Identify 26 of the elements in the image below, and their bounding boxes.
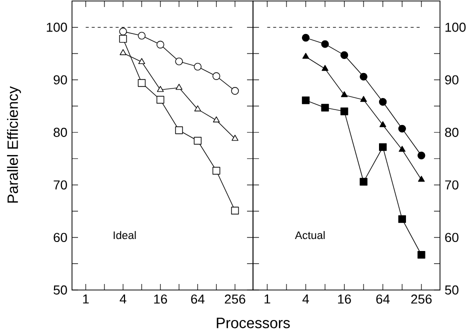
y-tick-label: 90	[445, 75, 458, 84]
annotation: Ideal	[114, 231, 136, 240]
annotation: Actual	[294, 231, 325, 240]
x-tick-label: 256	[224, 294, 246, 304]
y-axis-title: Parallel Efficiency	[7, 86, 21, 203]
y-tick-label: 60	[445, 232, 458, 242]
x-tick-label: 256	[411, 294, 432, 304]
y-tick-label: 100	[446, 22, 466, 32]
x-tick-label: 16	[154, 294, 168, 304]
y-tick-label: 90	[54, 75, 67, 84]
y-tick-label: 80	[445, 128, 458, 137]
x-tick-label: 1	[264, 294, 270, 304]
y-tick-label: 60	[54, 232, 67, 242]
x-tick-label: 64	[191, 294, 205, 304]
y-tick-label: 100	[46, 22, 67, 32]
y-tick-label: 50	[445, 285, 458, 295]
x-axis-title: Processors	[216, 318, 290, 328]
x-tick-label: 4	[302, 294, 309, 304]
x-tick-label: 16	[338, 294, 351, 304]
x-tick-label: 64	[376, 294, 390, 304]
y-tick-label: 70	[445, 180, 458, 190]
y-tick-label: 50	[54, 285, 67, 295]
y-tick-label: 80	[54, 128, 67, 137]
x-tick-label: 1	[83, 294, 89, 304]
y-tick-label: 70	[54, 180, 67, 190]
x-tick-label: 4	[120, 294, 126, 304]
